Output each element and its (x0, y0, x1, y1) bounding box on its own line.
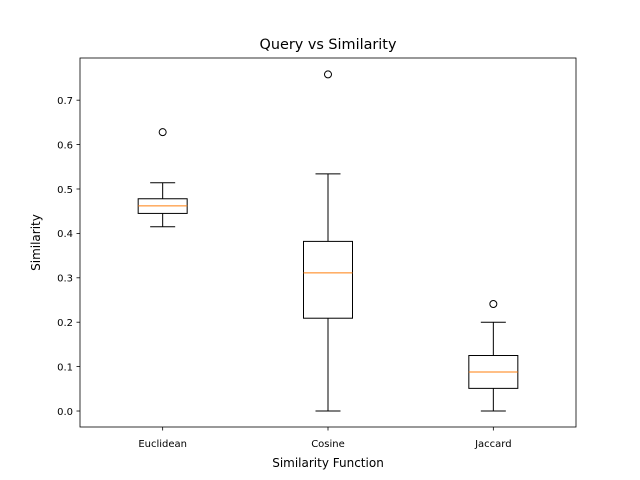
chart-title: Query vs Similarity (260, 37, 397, 53)
x-tick-label: Jaccard (474, 439, 511, 450)
y-axis-label: Similarity (29, 214, 43, 271)
x-axis-label: Similarity Function (272, 456, 384, 470)
outlier-point (489, 300, 498, 308)
y-tick-label: 0.7 (57, 96, 73, 107)
y-tick-label: 0.5 (57, 185, 73, 196)
box-group-cosine (303, 70, 353, 412)
x-axis: Euclidean Cosine Jaccard (138, 427, 512, 450)
y-axis: 0.0 0.1 0.2 0.3 0.4 0.5 0.6 0.7 (57, 96, 80, 418)
x-tick-label: Cosine (311, 439, 345, 450)
y-tick-label: 0.1 (57, 362, 73, 373)
box-group-jaccard (468, 300, 519, 412)
y-tick-label: 0.3 (57, 274, 73, 285)
y-tick-label: 0.2 (57, 318, 73, 329)
x-tick-label: Euclidean (138, 439, 187, 450)
outlier-point (158, 128, 167, 137)
y-tick-label: 0.6 (57, 140, 73, 151)
plot-area (137, 70, 519, 412)
y-tick-label: 0.4 (57, 229, 73, 240)
box-iqr (303, 240, 353, 319)
box-group-euclidean (137, 128, 188, 228)
outlier-point (324, 70, 332, 79)
y-tick-label: 0.0 (57, 407, 73, 418)
